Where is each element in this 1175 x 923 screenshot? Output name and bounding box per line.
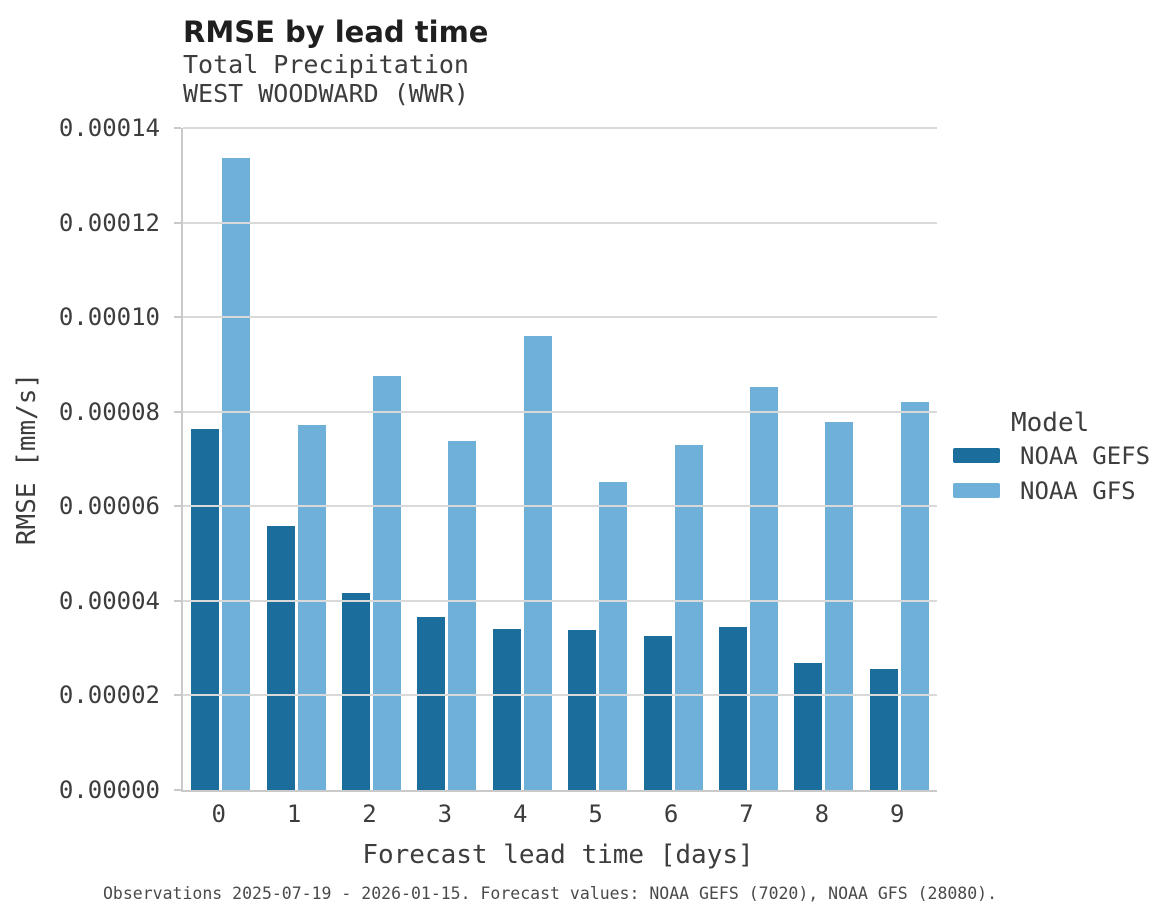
bar-noaa-gfs-day-5: [599, 482, 628, 790]
legend-label-noaa-gefs: NOAA GEFS: [1020, 441, 1151, 470]
y-tick-label: 0.00004: [58, 586, 160, 615]
gridline: [183, 694, 937, 697]
legend: Model NOAA GEFS NOAA GFS: [953, 408, 1173, 518]
x-tick-label: 6: [663, 800, 679, 828]
y-tick-mark: [174, 789, 181, 791]
x-tick-label: 7: [739, 800, 754, 828]
legend-title: Model: [1011, 408, 1090, 438]
bar-noaa-gefs-day-4: [492, 629, 521, 790]
bar-group-day-7: [711, 128, 786, 790]
chart-subtitle-line1: Total Precipitation: [183, 50, 469, 79]
bar-group-day-9: [862, 128, 937, 790]
bar-noaa-gefs-day-0: [191, 428, 220, 790]
y-tick-label: 0.00014: [58, 114, 160, 142]
y-tick-mark: [174, 316, 181, 319]
x-tick-label: 4: [513, 800, 528, 828]
bar-group-day-8: [786, 128, 861, 790]
chart-subtitle-line2: WEST WOODWARD (WWR): [183, 79, 469, 108]
bar-group-day-4: [485, 128, 560, 790]
bar-noaa-gfs-day-7: [749, 386, 778, 790]
gridline: [183, 505, 937, 508]
y-tick-label: 0.00002: [58, 681, 160, 710]
bar-noaa-gfs-day-9: [900, 402, 929, 790]
bar-noaa-gfs-day-1: [297, 425, 326, 790]
bar-noaa-gefs-day-9: [869, 668, 898, 790]
legend-swatch-noaa-gfs: [953, 483, 1000, 498]
plot-area: [174, 127, 937, 792]
y-tick-labels: 0.00000 0.00002 0.00004 0.00006 0.00008 0.000…: [0, 114, 160, 804]
y-tick-mark: [174, 410, 181, 413]
legend-item-noaa-gefs: NOAA GEFS: [953, 442, 1173, 470]
y-tick-label: 0.00008: [58, 397, 160, 426]
bar-noaa-gefs-day-8: [794, 662, 823, 790]
x-tick-label: 5: [588, 800, 603, 828]
bar-noaa-gefs-day-2: [341, 593, 370, 790]
y-tick-mark: [174, 505, 181, 508]
chart-subtitle: Total Precipitation WEST WOODWARD (WWR): [183, 50, 469, 108]
y-tick-mark: [174, 694, 181, 697]
bar-noaa-gfs-day-2: [372, 375, 401, 790]
bar-group-day-5: [560, 128, 635, 790]
bar-noaa-gefs-day-5: [568, 629, 597, 790]
bar-group-day-2: [334, 128, 409, 790]
gridline: [183, 599, 937, 602]
chart-title: RMSE by lead time: [183, 15, 489, 49]
y-tick-mark: [174, 599, 181, 602]
gridline: [183, 316, 937, 319]
x-tick-label: 8: [814, 800, 830, 828]
bar-noaa-gfs-day-0: [222, 158, 251, 790]
y-tick-label: 0.00006: [58, 492, 160, 521]
legend-label-noaa-gfs: NOAA GFS: [1020, 476, 1136, 505]
x-tick-label: 3: [437, 800, 453, 828]
legend-swatch-noaa-gefs: [953, 448, 1000, 463]
bar-group-day-6: [635, 128, 710, 790]
bar-noaa-gfs-day-6: [674, 445, 703, 790]
gridline: [183, 221, 937, 224]
y-tick-mark: [174, 221, 181, 224]
x-tick-label: 9: [889, 800, 905, 828]
legend-item-noaa-gfs: NOAA GFS: [953, 477, 1173, 505]
bar-noaa-gefs-day-7: [718, 627, 747, 790]
bar-group-day-0: [183, 128, 258, 790]
gridline: [183, 410, 937, 413]
x-tick-label: 0: [211, 800, 226, 828]
bar-group-day-3: [409, 128, 484, 790]
y-tick-label: 0.00000: [58, 776, 160, 804]
x-tick-label: 1: [286, 800, 302, 828]
x-tick-label: 2: [362, 800, 377, 828]
x-axis-title: Forecast lead time [days]: [362, 840, 754, 870]
bar-noaa-gfs-day-4: [523, 336, 552, 790]
bars-container: [183, 128, 937, 790]
gridline: [183, 127, 937, 129]
bar-noaa-gefs-day-6: [643, 636, 672, 790]
caption: Observations 2025-07-19 - 2026-01-15. Fo…: [103, 884, 998, 903]
y-tick-label: 0.00012: [58, 208, 160, 237]
bar-noaa-gfs-day-3: [448, 441, 477, 790]
x-tick-labels: 0 1 2 3 4 5 6 7 8 9: [181, 800, 935, 828]
y-tick-label: 0.00010: [58, 303, 160, 332]
y-tick-mark: [174, 127, 181, 129]
bar-noaa-gfs-day-8: [825, 421, 854, 790]
bar-noaa-gefs-day-3: [417, 617, 446, 790]
bar-noaa-gefs-day-1: [266, 525, 295, 790]
bar-group-day-1: [258, 128, 333, 790]
